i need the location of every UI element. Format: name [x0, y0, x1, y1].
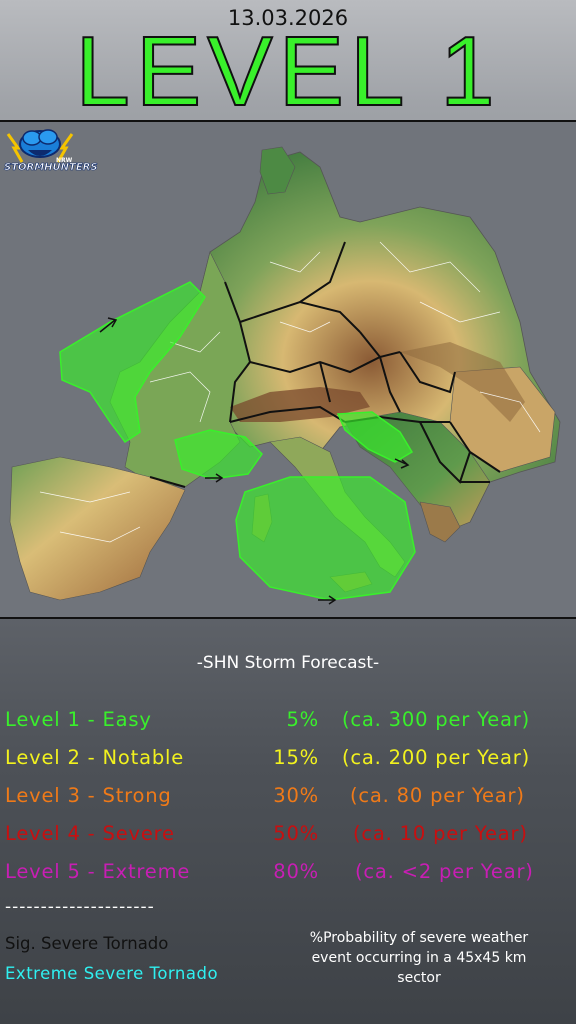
regional-borders [39, 241, 541, 543]
land-denmark [259, 146, 296, 195]
level-label: Level 3 - Strong [5, 784, 172, 807]
risk-areas-level-1 [59, 281, 416, 601]
carpathians-relief [400, 342, 525, 422]
level-frequency: (ca. 300 per Year) [342, 708, 530, 731]
risk-area-adriatic [336, 411, 414, 463]
level-title: LEVEL 1 [74, 16, 501, 126]
level-row-5: Level 5 - Extreme 80% (ca. <2 per Year) [5, 860, 576, 888]
level-label: Level 2 - Notable [5, 746, 185, 769]
level-percent: 5% [286, 708, 319, 731]
country-borders [149, 241, 501, 488]
level-percent: 15% [273, 746, 319, 769]
level-percent: 80% [273, 860, 319, 883]
stormhunters-logo: NRW STORMHUNTERS [4, 126, 98, 184]
forecast-date: 13.03.2026 [227, 6, 349, 30]
level-row-4: Level 4 - Severe 50% (ca. 10 per Year) [5, 822, 576, 850]
level-row-2: Level 2 - Notable 15% (ca. 200 per Year) [5, 746, 576, 774]
risk-area-france-atlantic [59, 281, 206, 444]
storm-motion-arrows [99, 317, 410, 605]
forecast-title: -SHN Storm Forecast- [196, 653, 380, 673]
land-iberia [9, 456, 186, 601]
level-label: Level 5 - Extreme [5, 860, 191, 883]
level-frequency: (ca. <2 per Year) [355, 860, 534, 883]
logo-sub-text: NRW [56, 157, 73, 164]
storm-cloud-icon [6, 129, 74, 163]
level-label: Level 4 - Severe [5, 822, 175, 845]
extreme-tornado-label: Extreme Severe Tornado [5, 964, 219, 983]
logo-text: STORMHUNTERS [4, 162, 98, 174]
risk-area-gulf-of-lion [174, 429, 263, 480]
level-label: Level 1 - Easy [5, 708, 152, 731]
sig-tornado-label: Sig. Severe Tornado [5, 934, 169, 953]
forecast-map [0, 120, 576, 619]
level-frequency: (ca. 200 per Year) [342, 746, 530, 769]
level-percent: 30% [273, 784, 319, 807]
probability-note: %Probability of severe weather event occ… [309, 930, 529, 986]
level-row-3: Level 3 - Strong 30% (ca. 80 per Year) [5, 784, 576, 812]
level-frequency: (ca. 80 per Year) [350, 784, 525, 807]
level-frequency: (ca. 10 per Year) [353, 822, 528, 845]
level-percent: 50% [273, 822, 319, 845]
risk-area-tyrrhenian [235, 476, 416, 601]
land-greece [419, 501, 461, 543]
legend-divider: --------------------- [5, 897, 155, 917]
level-row-1: Level 1 - Easy 5% (ca. 300 per Year) [5, 708, 576, 736]
europe-map-svg [9, 146, 561, 605]
